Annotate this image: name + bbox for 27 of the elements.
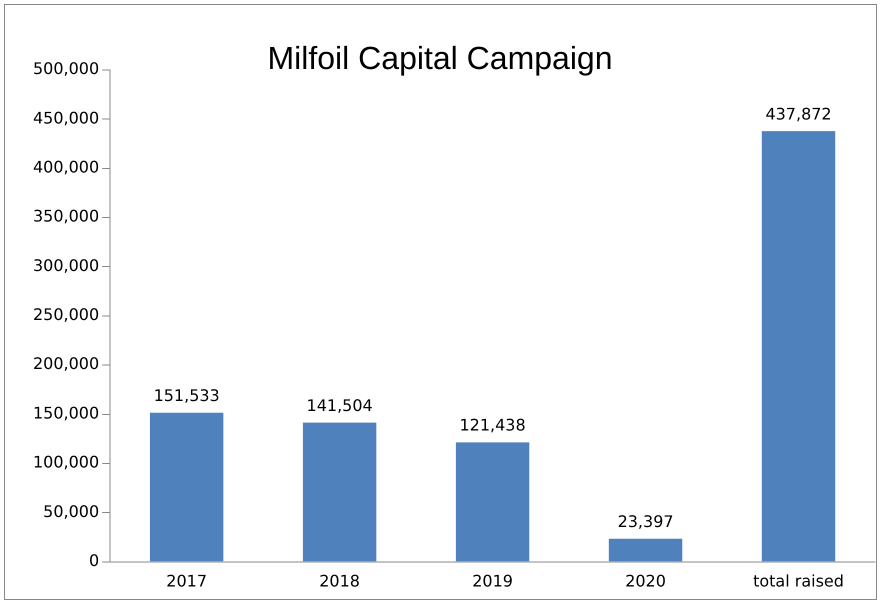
y-tick-label: 300,000 (32, 256, 100, 275)
y-tick-label: 400,000 (32, 158, 100, 177)
x-tick-label: 2019 (472, 572, 513, 591)
chart-title: Milfoil Capital Campaign (267, 40, 613, 76)
data-label: 141,504 (306, 396, 373, 415)
data-label: 151,533 (154, 386, 220, 405)
y-tick-label: 500,000 (32, 59, 100, 78)
x-tick-label: 2020 (625, 572, 666, 591)
y-tick-label: 150,000 (32, 403, 100, 422)
y-tick-label: 50,000 (43, 502, 100, 521)
x-tick-label: 2017 (166, 572, 208, 591)
bar (456, 442, 530, 562)
data-label: 121,438 (459, 416, 526, 435)
y-tick-label: 350,000 (32, 206, 100, 226)
bar (302, 422, 376, 562)
y-tick-label: 100,000 (32, 452, 100, 472)
bar (608, 538, 682, 562)
y-tick-label: 200,000 (32, 354, 100, 374)
y-tick-label: 250,000 (32, 305, 100, 324)
bar (762, 131, 836, 562)
y-tick-label: 450,000 (32, 108, 100, 128)
data-label: 437,872 (765, 104, 832, 124)
x-tick-label: total raised (753, 572, 844, 591)
x-tick-label: 2018 (319, 572, 360, 591)
data-label: 23,397 (618, 512, 674, 531)
y-tick-label: 0 (88, 550, 100, 570)
bar (150, 412, 224, 562)
